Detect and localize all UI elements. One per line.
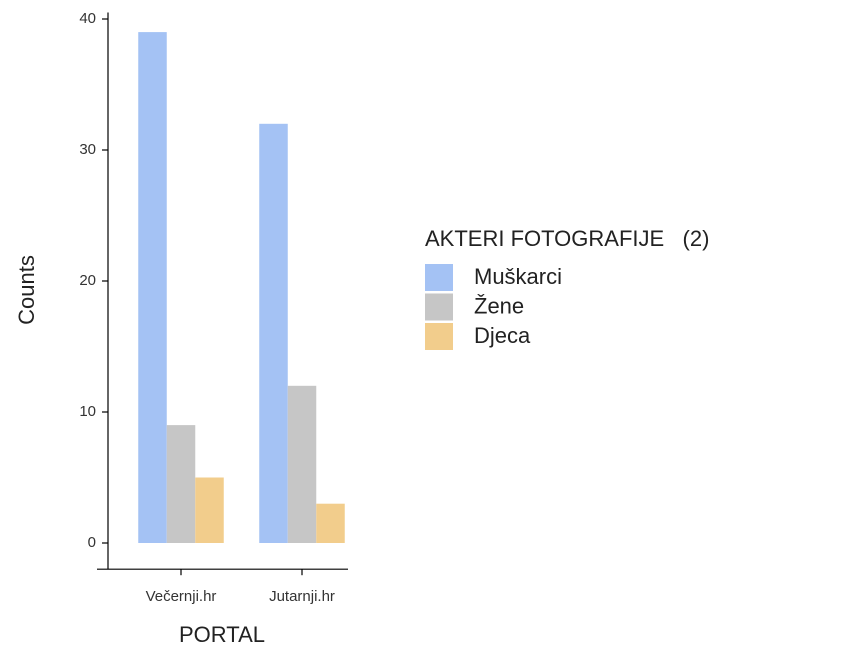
y-axis-label: Counts bbox=[14, 255, 39, 325]
bar bbox=[287, 385, 317, 543]
y-tick-label: 0 bbox=[88, 534, 96, 551]
legend-label: Djeca bbox=[474, 323, 531, 348]
bar bbox=[316, 503, 345, 543]
x-tick-label: Večernji.hr bbox=[146, 588, 217, 605]
legend-label: Muškarci bbox=[474, 264, 562, 289]
legend-label: Žene bbox=[474, 293, 524, 318]
legend-key bbox=[425, 293, 453, 321]
x-tick-label: Jutarnji.hr bbox=[269, 588, 335, 605]
bar bbox=[195, 477, 224, 543]
legend-key bbox=[425, 264, 453, 291]
x-axis-label: PORTAL bbox=[179, 622, 265, 647]
y-tick-label: 40 bbox=[79, 10, 96, 27]
y-tick-label: 30 bbox=[79, 141, 96, 158]
bar bbox=[166, 425, 196, 543]
legend-title: AKTERI FOTOGRAFIJE (2) bbox=[425, 226, 709, 251]
y-tick-label: 20 bbox=[79, 272, 96, 289]
y-tick-label: 10 bbox=[79, 403, 96, 420]
bar bbox=[138, 32, 167, 543]
bar bbox=[259, 123, 288, 544]
legend-key bbox=[425, 323, 453, 350]
